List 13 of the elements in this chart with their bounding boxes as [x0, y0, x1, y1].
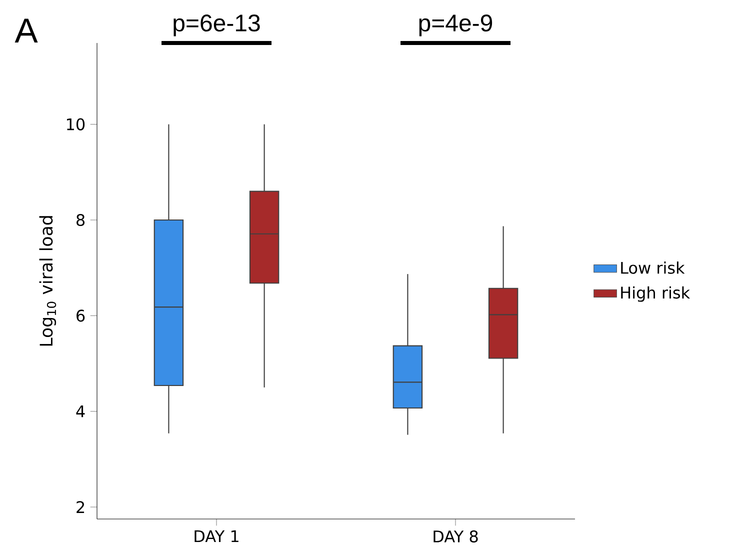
x-tick-label: DAY 8 [434, 530, 478, 542]
y-tick-label: 8 [76, 214, 85, 226]
y-tick-label: 4 [76, 406, 85, 418]
text: A [14, 18, 38, 43]
y-tick-label: 2 [76, 501, 84, 513]
text: p=4e-9 [419, 14, 492, 36]
legend-label: Low risk [621, 262, 685, 274]
x-tick-label: DAY 1 [194, 530, 238, 542]
y-tick-label: 6 [76, 310, 85, 322]
y-axis-title: Log$_{10}$ viral load [39, 216, 56, 346]
y-tick-label: 10 [67, 118, 85, 130]
legend-label: High risk [621, 286, 690, 302]
text: p=6e-13 [174, 14, 260, 36]
